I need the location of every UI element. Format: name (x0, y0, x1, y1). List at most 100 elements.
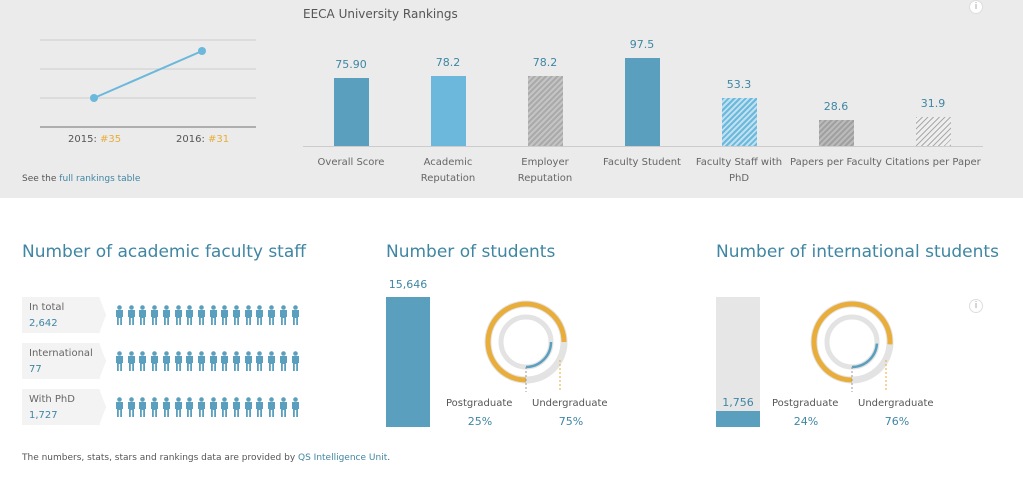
rank-point-2015[interactable] (90, 94, 98, 102)
intl-bar-fill (716, 411, 760, 427)
person-icon (162, 351, 171, 375)
person-icon (185, 397, 194, 421)
rank-2015-label: 2015: #35 (68, 134, 122, 145)
person-icon (197, 305, 206, 329)
rankings-panel (0, 0, 1023, 198)
person-icon (127, 397, 136, 421)
intl-students-title: Number of international students (716, 242, 999, 262)
postgrad-pct: 24% (793, 415, 819, 428)
bar[interactable] (625, 58, 660, 146)
students-donut (484, 300, 568, 392)
person-icon (197, 397, 206, 421)
bar-label: Faculty Staff with PhD (695, 157, 783, 184)
person-icon (209, 305, 218, 329)
rank-line (93, 50, 203, 99)
person-icon (174, 305, 183, 329)
person-icon (150, 305, 159, 329)
person-icon (185, 305, 194, 329)
person-icon (138, 397, 147, 421)
bar-value: 97.5 (629, 38, 655, 52)
person-icon (150, 351, 159, 375)
bar-value: 78.2 (532, 55, 558, 69)
faculty-stat: With PhD 1,727 (22, 389, 106, 425)
bar-label: Academic Reputation (420, 157, 476, 184)
bar-value: 75.90 (335, 57, 367, 71)
person-icon (115, 305, 124, 329)
person-icon (255, 305, 264, 329)
person-icon (291, 305, 300, 329)
person-icon (279, 351, 288, 375)
faculty-stat: In total 2,642 (22, 297, 106, 333)
bar-value: 28.6 (823, 100, 849, 114)
rank-point-2016[interactable] (198, 47, 206, 55)
undergrad-label: Undergraduate (858, 398, 934, 409)
person-icon (220, 305, 229, 329)
students-total: 15,646 (388, 278, 428, 291)
students-title: Number of students (386, 242, 556, 262)
person-icon (279, 397, 288, 421)
bar[interactable] (431, 75, 466, 146)
see-rankings-text: See the full rankings table (22, 174, 141, 184)
person-icon (244, 397, 253, 421)
bar-value: 78.2 (435, 55, 461, 69)
person-icon (127, 305, 136, 329)
bar-label: Employer Reputation (517, 157, 573, 184)
person-icon (174, 397, 183, 421)
person-icon (291, 351, 300, 375)
undergrad-arc[interactable] (485, 301, 567, 383)
person-icon (185, 351, 194, 375)
qs-link[interactable]: QS Intelligence Unit (298, 453, 388, 463)
bar-baseline (303, 146, 983, 147)
person-icon (162, 397, 171, 421)
bar[interactable] (528, 75, 563, 146)
person-icon (255, 351, 264, 375)
info-icon[interactable]: i (969, 0, 983, 14)
footer-text: The numbers, stats, stars and rankings d… (22, 453, 391, 463)
undergrad-pct: 76% (884, 415, 910, 428)
rank-history-chart (40, 39, 256, 128)
faculty-stat: International 77 (22, 343, 106, 379)
undergrad-arc[interactable] (811, 301, 893, 383)
postgrad-label: Postgraduate (446, 398, 513, 409)
person-icon (267, 351, 276, 375)
rank-2016-label: 2016: #31 (176, 134, 230, 145)
person-icon (162, 305, 171, 329)
intl-total: 1,756 (722, 396, 754, 409)
bar-label: Papers per Faculty (790, 157, 882, 168)
person-icon (279, 305, 288, 329)
bar[interactable] (334, 77, 369, 146)
postgrad-arc[interactable] (851, 343, 879, 369)
person-icon (150, 397, 159, 421)
bar-label: Citations per Paper (885, 157, 981, 168)
person-icon (267, 397, 276, 421)
undergrad-label: Undergraduate (532, 398, 608, 409)
bar-label: Faculty Student (603, 157, 681, 168)
person-icon (220, 397, 229, 421)
person-icon (209, 351, 218, 375)
full-rankings-link[interactable]: full rankings table (59, 174, 141, 184)
person-icon (232, 397, 241, 421)
students-bar (386, 297, 430, 427)
bar[interactable] (819, 120, 854, 146)
bar-value: 31.9 (920, 97, 946, 111)
person-icon (291, 397, 300, 421)
person-icon (232, 351, 241, 375)
postgrad-label: Postgraduate (772, 398, 839, 409)
person-icon (232, 305, 241, 329)
person-icon (267, 305, 276, 329)
undergrad-pct: 75% (558, 415, 584, 428)
bar[interactable] (916, 117, 951, 146)
person-icon (220, 351, 229, 375)
person-icon (174, 351, 183, 375)
person-icon (244, 305, 253, 329)
person-icon (115, 351, 124, 375)
person-icon (244, 351, 253, 375)
info-icon[interactable]: i (969, 299, 983, 313)
chart-title: EECA University Rankings (303, 7, 458, 21)
postgrad-arc[interactable] (525, 341, 553, 369)
person-icon (138, 305, 147, 329)
bar[interactable] (722, 98, 757, 146)
person-icon (127, 351, 136, 375)
person-icon (255, 397, 264, 421)
faculty-title: Number of academic faculty staff (22, 242, 306, 262)
